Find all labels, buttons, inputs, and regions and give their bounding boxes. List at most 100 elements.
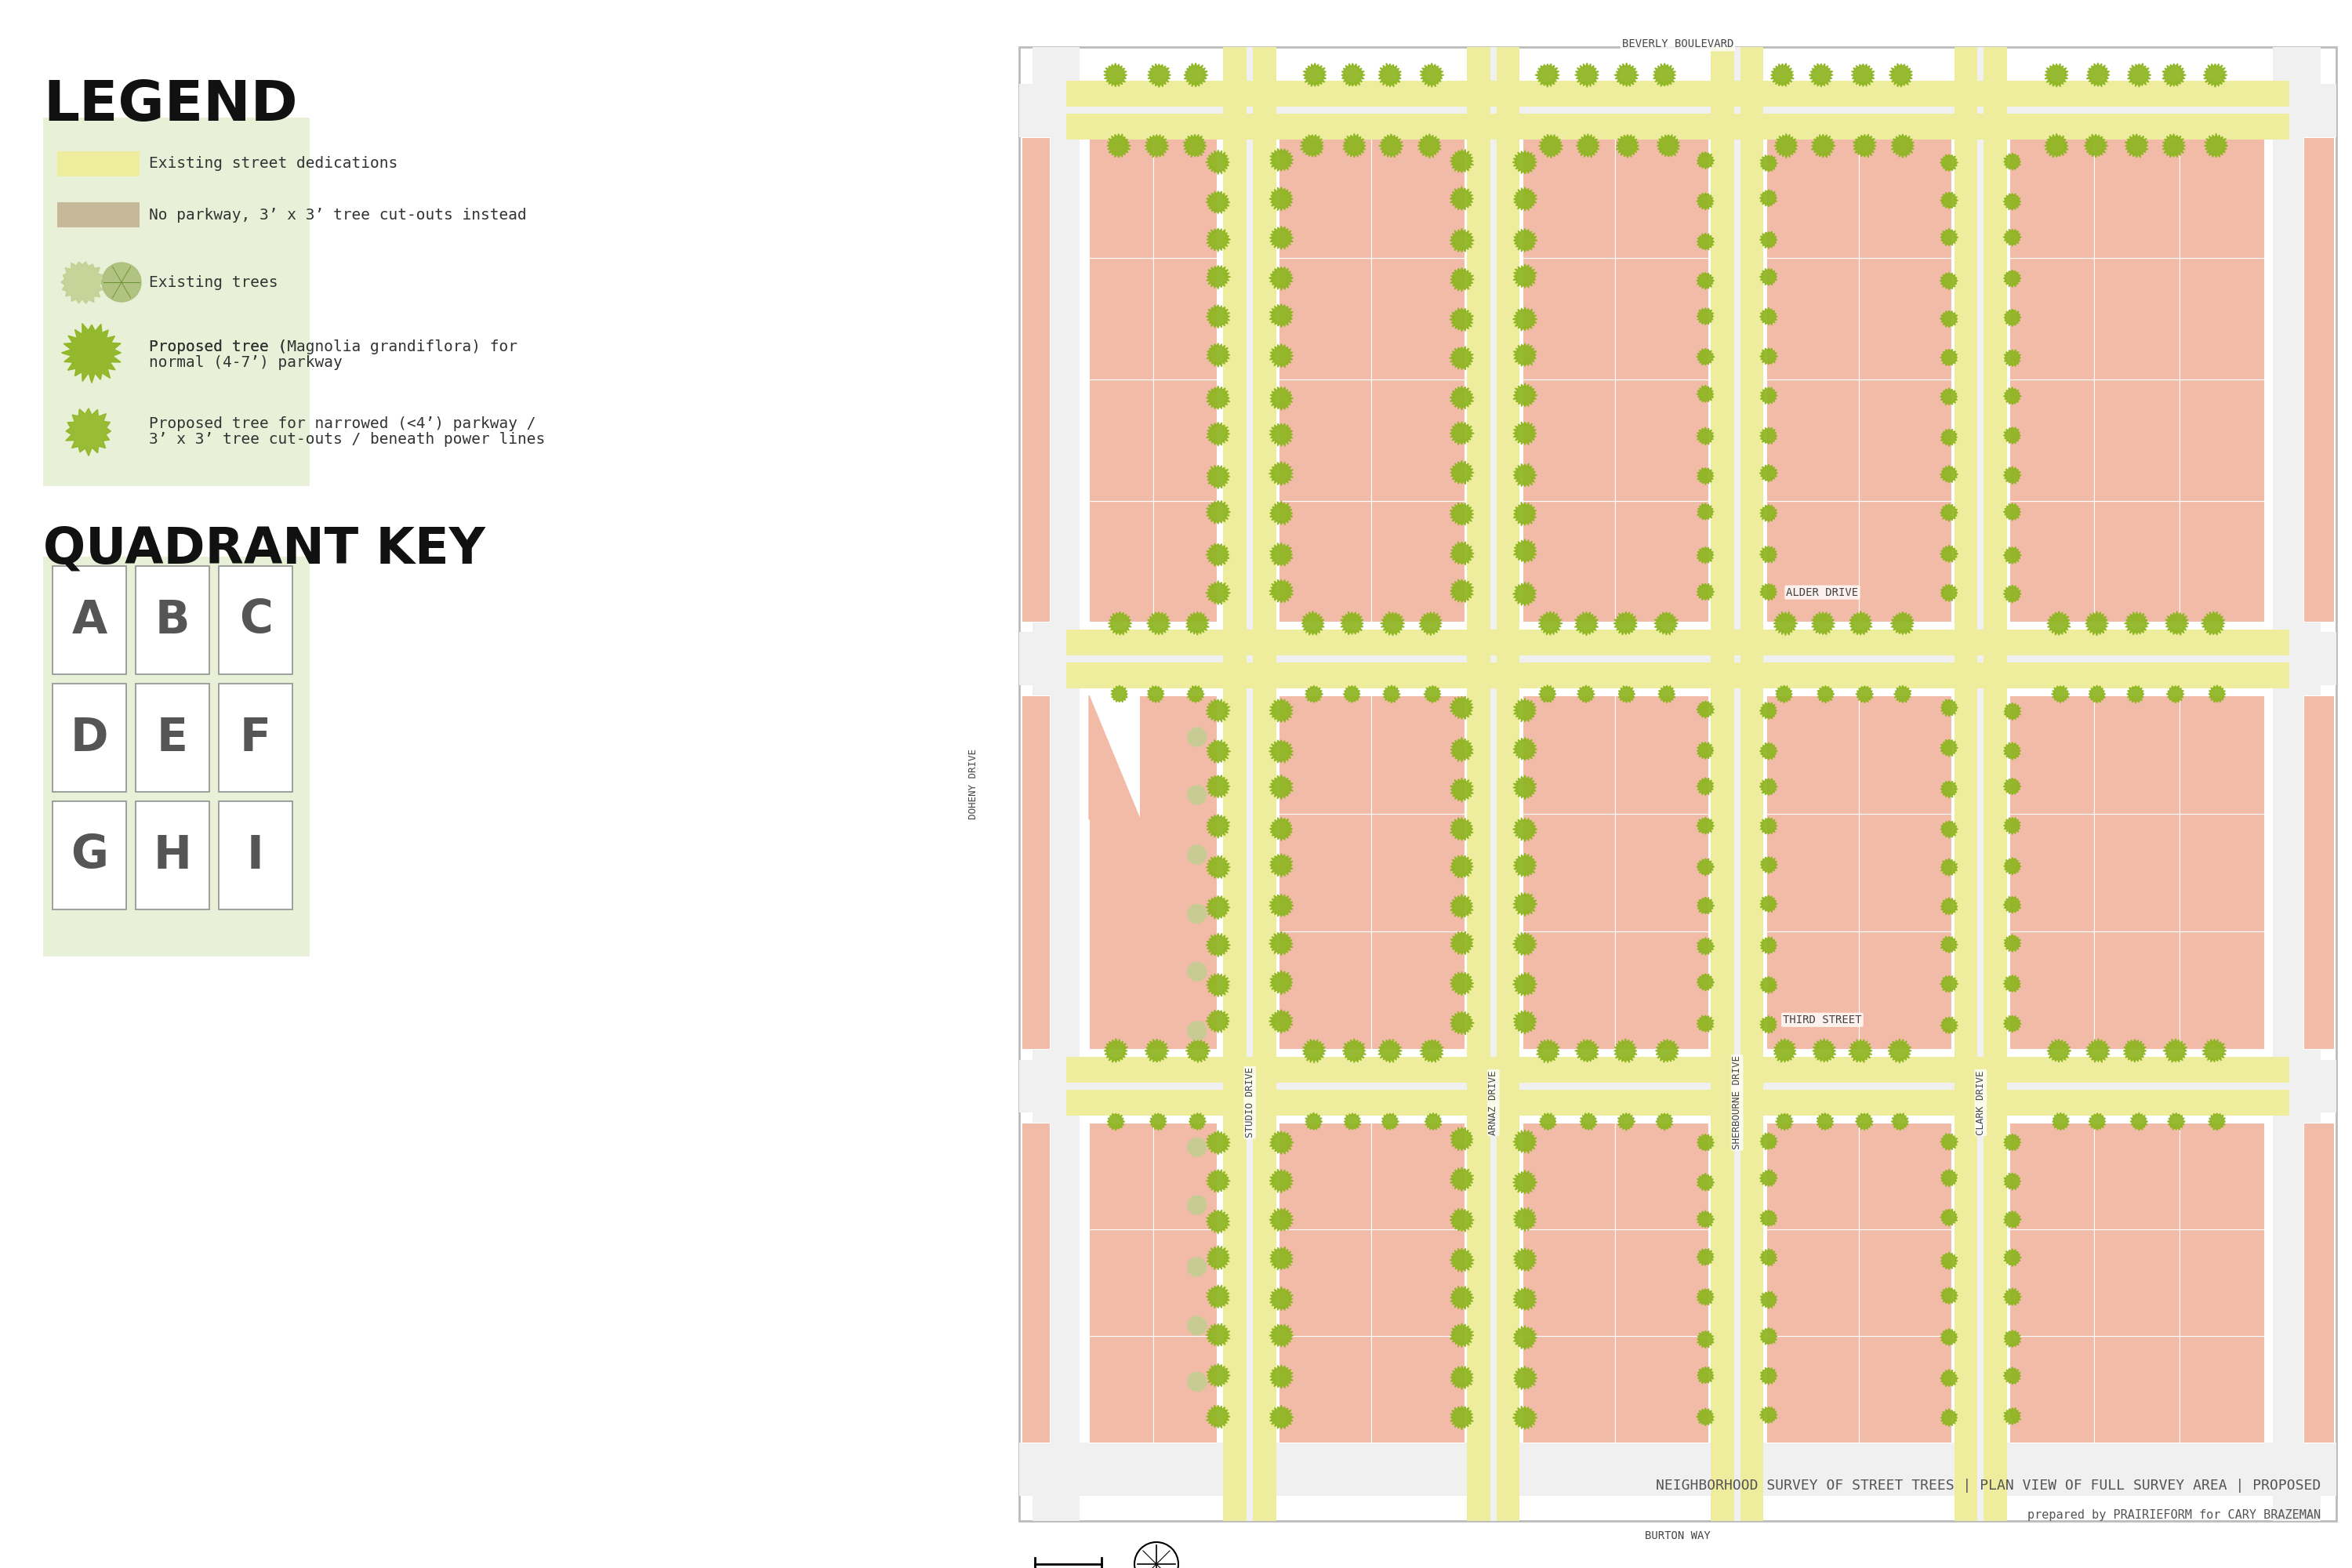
Polygon shape [1512,1129,1536,1154]
Text: H: H [153,833,191,878]
Bar [1021,1123,1049,1443]
Polygon shape [2044,133,2067,157]
Polygon shape [1698,1331,1715,1348]
Bar [1254,47,1277,1521]
Polygon shape [1940,936,1957,953]
Polygon shape [2209,685,2225,702]
Bar [2093,136,2180,259]
Polygon shape [1759,464,1778,481]
Polygon shape [1449,502,1475,525]
Polygon shape [1301,135,1324,157]
Polygon shape [1512,582,1536,605]
Polygon shape [1576,63,1599,88]
Polygon shape [1889,1038,1912,1063]
Polygon shape [1891,135,1915,158]
Polygon shape [1696,1289,1715,1306]
Bar [1858,931,1952,1049]
Polygon shape [1891,612,1915,635]
Bar [1616,696,1708,814]
Bar [1065,114,2288,140]
Polygon shape [1341,63,1364,86]
Bar [1522,1123,1616,1229]
Bar [1766,814,1858,931]
Polygon shape [1515,1366,1538,1389]
Bar [1152,1336,1216,1443]
Bar [1089,259,1152,379]
Polygon shape [1698,897,1715,914]
Bar [1766,931,1858,1049]
Polygon shape [2046,1040,2072,1063]
Polygon shape [1512,539,1536,563]
Polygon shape [1811,135,1835,158]
Bar [1152,931,1216,1049]
Polygon shape [1512,1248,1536,1272]
Bar [2009,1123,2093,1229]
Polygon shape [1108,1113,1124,1131]
Polygon shape [2086,1038,2110,1063]
Bar [1522,931,1616,1049]
Polygon shape [1421,63,1444,88]
Bar [1957,47,2004,1521]
Bar [1766,1336,1858,1443]
Bar [136,566,209,674]
Polygon shape [1512,817,1538,842]
Bar [2180,1229,2265,1336]
Bar [42,118,310,486]
Bar [1018,47,2336,1521]
Bar [1766,1229,1858,1336]
Polygon shape [1451,1366,1472,1389]
Polygon shape [1613,1038,1637,1063]
Bar [1089,696,1141,820]
Bar [52,801,127,909]
Polygon shape [1185,726,1207,748]
Polygon shape [1270,267,1294,290]
Bar [1371,696,1465,814]
Text: Proposed tree for narrowed (<4’) parkway /: Proposed tree for narrowed (<4’) parkway… [148,416,536,431]
Polygon shape [1696,778,1715,795]
Bar [1983,47,2006,1521]
Bar [1616,931,1708,1049]
Polygon shape [1696,1408,1715,1425]
Bar [1712,47,1762,1521]
Polygon shape [1188,844,1207,866]
Polygon shape [1759,778,1778,795]
Polygon shape [1449,1167,1475,1192]
Bar [1279,1229,1371,1336]
Polygon shape [1853,135,1877,157]
Polygon shape [1613,63,1639,86]
Polygon shape [1512,775,1536,800]
Bar [2093,1229,2180,1336]
Polygon shape [1940,1170,1957,1187]
Bar [1616,500,1708,622]
Polygon shape [1512,1010,1536,1035]
Polygon shape [1696,583,1715,601]
Polygon shape [1809,63,1832,88]
Bar [2009,1336,2093,1443]
Polygon shape [1849,1040,1872,1063]
Bar [1766,500,1858,622]
Polygon shape [1207,1405,1230,1428]
Bar [1522,136,1708,622]
Polygon shape [2004,387,2020,405]
Polygon shape [1190,1113,1207,1131]
Bar [1522,500,1616,622]
Bar [2093,696,2180,814]
Polygon shape [1270,1325,1294,1347]
Polygon shape [2169,1113,2185,1131]
Bar [1371,1123,1465,1229]
Bar [1766,696,1952,1049]
Polygon shape [1270,894,1294,917]
Bar [2180,696,2265,814]
Polygon shape [1270,304,1294,328]
Bar [2303,1123,2333,1443]
Bar [1279,1336,1371,1443]
Bar [2093,259,2180,379]
Polygon shape [1343,1038,1367,1063]
Polygon shape [1696,817,1715,834]
Bar [2093,500,2180,622]
Bar [2093,379,2180,500]
Polygon shape [1451,461,1475,485]
Polygon shape [1849,612,1872,635]
Bar [1858,1336,1952,1443]
Polygon shape [1696,193,1715,210]
